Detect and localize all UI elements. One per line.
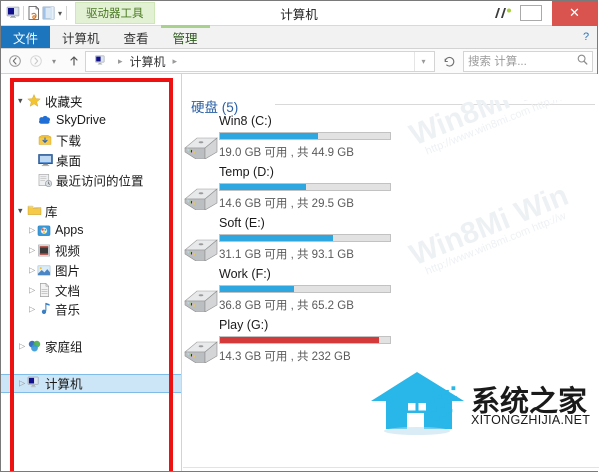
svg-text:XITONGZHIJIA.NET: XITONGZHIJIA.NET xyxy=(471,413,590,427)
